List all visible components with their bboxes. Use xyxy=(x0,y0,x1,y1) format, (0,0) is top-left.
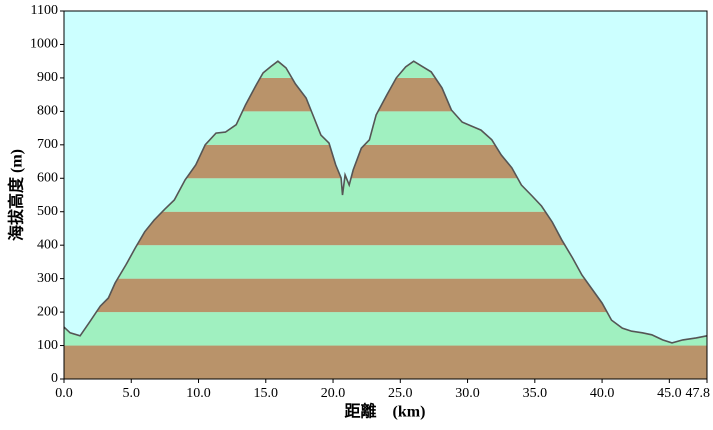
x-tick-label: 30.0 xyxy=(455,386,480,401)
y-axis-label: 海拔高度 (m) xyxy=(7,149,26,241)
x-tick-label: 5.0 xyxy=(123,386,141,401)
y-tick-label: 600 xyxy=(37,170,58,185)
x-tick-label: 35.0 xyxy=(523,386,548,401)
profile-line xyxy=(63,60,708,344)
y-tick-label: 900 xyxy=(37,70,58,85)
x-tick-label: 47.8 xyxy=(686,386,711,401)
y-tick-label: 1100 xyxy=(31,3,58,18)
y-tick-label: 0 xyxy=(51,371,58,386)
y-tick-label: 300 xyxy=(37,271,58,286)
x-tick-label: 10.0 xyxy=(186,386,211,401)
y-tick-label: 1000 xyxy=(30,37,58,52)
y-tick-label: 500 xyxy=(37,204,58,219)
elevation-band xyxy=(64,345,707,379)
plot-frame xyxy=(63,10,708,380)
y-tick-label: 200 xyxy=(37,304,58,319)
x-tick-label: 15.0 xyxy=(254,386,279,401)
x-tick-label: 40.0 xyxy=(590,386,615,401)
x-tick-label: 45.0 xyxy=(657,386,682,401)
elevation-band xyxy=(64,312,707,346)
x-tick-label: 20.0 xyxy=(321,386,346,401)
x-axis-label: 距離 (km) xyxy=(345,402,426,421)
x-tick-label: 25.0 xyxy=(388,386,413,401)
x-tick-label: 0.0 xyxy=(55,386,73,401)
y-tick-label: 700 xyxy=(37,137,58,152)
y-tick-label: 400 xyxy=(37,237,58,252)
y-tick-label: 100 xyxy=(37,338,58,353)
y-tick-label: 800 xyxy=(37,104,58,119)
